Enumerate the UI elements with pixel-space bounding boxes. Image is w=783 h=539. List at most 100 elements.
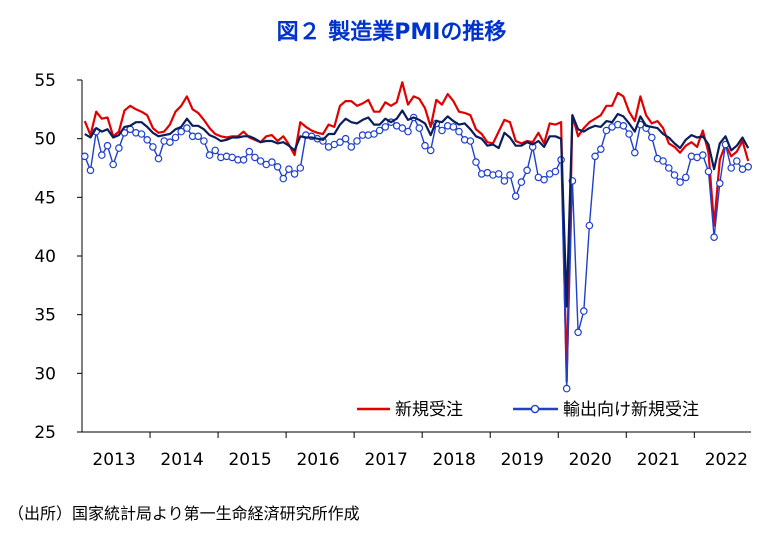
x-tick-label: 2015 bbox=[228, 450, 271, 470]
data-point bbox=[143, 136, 152, 144]
data-point bbox=[585, 221, 594, 230]
data-point bbox=[506, 171, 514, 179]
x-tick-label: 2020 bbox=[569, 450, 612, 470]
y-tick-label: 30 bbox=[34, 364, 56, 384]
data-point bbox=[421, 141, 429, 150]
y-tick-label: 45 bbox=[34, 188, 56, 208]
data-point bbox=[279, 174, 288, 183]
series-export-orders-line bbox=[84, 116, 749, 390]
y-tick-label: 50 bbox=[34, 130, 56, 150]
x-tick-label: 2014 bbox=[160, 450, 203, 470]
legend: 新規受注 輸出向け新規受注 bbox=[357, 400, 699, 420]
y-tick-label: 35 bbox=[34, 306, 56, 326]
y-axis-ticks: 25 30 35 40 45 50 55 bbox=[34, 71, 82, 443]
data-point bbox=[81, 152, 89, 161]
data-point bbox=[415, 124, 424, 132]
data-point bbox=[98, 151, 106, 159]
source-note: （出所）国家統計局より第一生命経済研究所作成 bbox=[8, 504, 360, 523]
data-point bbox=[540, 175, 548, 184]
data-point bbox=[273, 163, 282, 171]
data-point bbox=[551, 167, 560, 176]
data-point bbox=[370, 130, 378, 138]
data-point bbox=[347, 143, 356, 151]
data-point bbox=[732, 157, 741, 165]
data-point bbox=[256, 157, 265, 165]
data-point bbox=[341, 134, 350, 143]
data-point bbox=[251, 153, 259, 162]
data-point bbox=[449, 123, 458, 131]
data-point bbox=[455, 127, 463, 136]
y-tick-label: 25 bbox=[34, 423, 56, 443]
data-point bbox=[171, 133, 180, 142]
data-point bbox=[715, 179, 724, 188]
data-point bbox=[625, 130, 633, 138]
data-point bbox=[591, 152, 599, 161]
x-tick-label: 2017 bbox=[365, 450, 408, 470]
data-point bbox=[245, 147, 254, 156]
data-point bbox=[404, 127, 412, 136]
data-point bbox=[86, 166, 95, 175]
data-point bbox=[574, 328, 582, 337]
data-point bbox=[166, 138, 174, 147]
series-export-orders bbox=[81, 113, 753, 393]
data-point bbox=[494, 170, 503, 178]
data-point bbox=[268, 158, 276, 166]
y-tick-label: 40 bbox=[34, 247, 56, 267]
data-point bbox=[523, 166, 531, 175]
x-tick-label: 2019 bbox=[501, 450, 544, 470]
data-point bbox=[285, 165, 293, 174]
data-point bbox=[137, 130, 146, 138]
legend-label-export-orders: 輸出向け新規受注 bbox=[563, 400, 699, 420]
data-point bbox=[511, 192, 520, 201]
data-point bbox=[596, 145, 605, 154]
data-point bbox=[664, 164, 673, 172]
data-point bbox=[381, 123, 390, 131]
data-point bbox=[115, 144, 123, 152]
series-new-orders-line bbox=[83, 81, 750, 383]
data-point bbox=[149, 143, 157, 151]
data-point bbox=[500, 177, 509, 185]
data-point bbox=[177, 127, 186, 136]
x-tick-label: 2016 bbox=[296, 450, 339, 470]
data-point bbox=[710, 233, 718, 242]
data-point bbox=[154, 154, 163, 163]
data-point bbox=[438, 126, 446, 135]
data-point bbox=[103, 141, 112, 150]
data-point bbox=[398, 124, 407, 132]
data-point bbox=[670, 171, 679, 179]
data-point bbox=[698, 151, 707, 159]
x-tick-label: 2021 bbox=[637, 450, 680, 470]
chart-title: 図２ 製造業PMIの推移 bbox=[276, 20, 507, 45]
data-point bbox=[579, 307, 588, 315]
data-point bbox=[466, 137, 475, 145]
series-composite-line bbox=[84, 109, 750, 308]
data-point bbox=[239, 156, 248, 164]
x-tick-label: 2018 bbox=[433, 450, 476, 470]
data-point bbox=[200, 137, 208, 145]
y-tick-label: 55 bbox=[34, 71, 56, 91]
x-axis-ticks: 2013 2014 2015 2016 2017 2018 2019 2020 2021 2022 bbox=[92, 432, 748, 470]
data-point bbox=[704, 167, 713, 176]
data-point bbox=[744, 163, 753, 171]
data-point bbox=[619, 122, 628, 130]
legend-label-new-orders: 新規受注 bbox=[395, 400, 463, 420]
data-point bbox=[727, 164, 736, 172]
data-point bbox=[659, 157, 667, 165]
data-point bbox=[353, 137, 361, 145]
data-point bbox=[681, 173, 690, 182]
legend-marker-export-orders bbox=[530, 404, 540, 414]
data-point bbox=[676, 178, 684, 186]
data-point bbox=[109, 160, 118, 169]
series-layer bbox=[81, 81, 753, 393]
x-tick-label: 2013 bbox=[92, 450, 135, 470]
data-point bbox=[472, 158, 480, 166]
data-point bbox=[562, 384, 571, 393]
data-point bbox=[290, 170, 299, 178]
data-point bbox=[194, 132, 203, 141]
series-new-orders bbox=[83, 81, 750, 383]
data-point bbox=[517, 178, 526, 186]
data-point bbox=[336, 138, 344, 147]
data-point bbox=[211, 146, 220, 155]
data-point bbox=[602, 126, 611, 135]
